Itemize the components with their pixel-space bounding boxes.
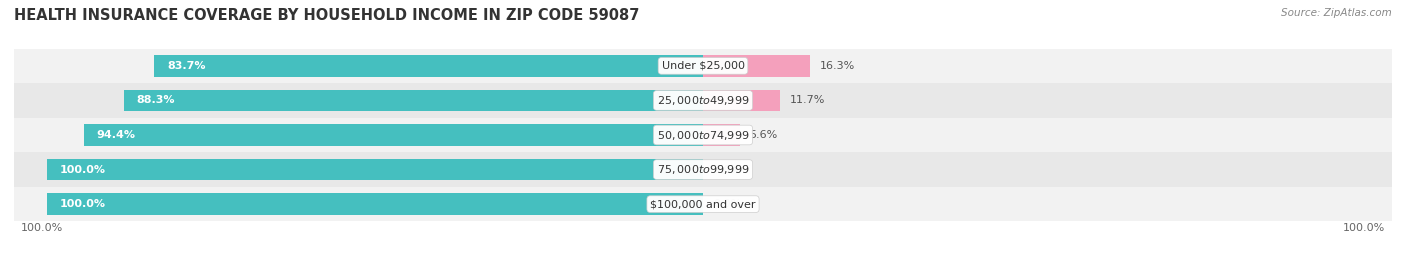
Bar [14,187,1392,221]
Text: 16.3%: 16.3% [820,61,855,71]
Text: 11.7%: 11.7% [790,95,825,106]
Text: 94.4%: 94.4% [97,130,136,140]
Text: Under $25,000: Under $25,000 [661,61,745,71]
Bar [14,118,1392,152]
Bar [14,152,1392,187]
Text: 100.0%: 100.0% [60,164,105,175]
Text: $100,000 and over: $100,000 and over [650,199,756,209]
Text: Source: ZipAtlas.com: Source: ZipAtlas.com [1281,8,1392,18]
Bar [153,55,703,77]
Bar [703,90,780,111]
Text: 83.7%: 83.7% [167,61,205,71]
Bar [124,90,703,111]
Text: HEALTH INSURANCE COVERAGE BY HOUSEHOLD INCOME IN ZIP CODE 59087: HEALTH INSURANCE COVERAGE BY HOUSEHOLD I… [14,8,640,23]
Text: $50,000 to $74,999: $50,000 to $74,999 [657,129,749,141]
Bar [46,193,703,215]
Text: 100.0%: 100.0% [21,223,63,233]
Text: 0.0%: 0.0% [713,164,741,175]
Text: 0.0%: 0.0% [713,199,741,209]
Text: 100.0%: 100.0% [1343,223,1385,233]
Text: $25,000 to $49,999: $25,000 to $49,999 [657,94,749,107]
Text: $75,000 to $99,999: $75,000 to $99,999 [657,163,749,176]
Text: 5.6%: 5.6% [749,130,778,140]
Bar [14,83,1392,118]
Text: 88.3%: 88.3% [136,95,176,106]
Bar [83,124,703,146]
Bar [14,49,1392,83]
Bar [703,55,810,77]
Text: 100.0%: 100.0% [60,199,105,209]
Bar [46,159,703,180]
Bar [703,124,740,146]
